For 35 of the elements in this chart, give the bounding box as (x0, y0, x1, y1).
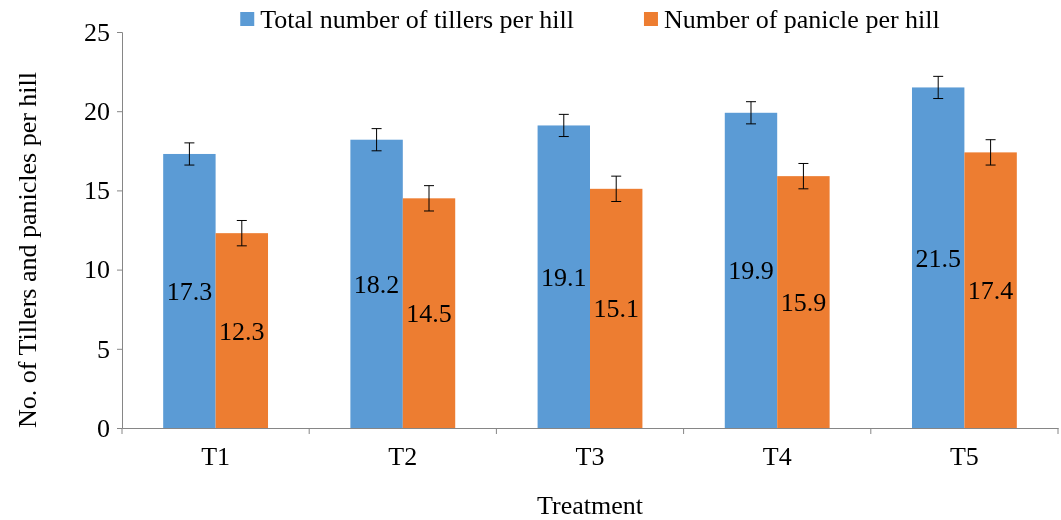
y-tick-label: 15 (84, 176, 110, 206)
legend-label: Number of panicle per hill (663, 5, 940, 34)
y-axis-title: No. of Tillers and panicles per hill (13, 71, 42, 429)
bar (402, 198, 456, 428)
x-tick-label: T1 (201, 441, 231, 471)
bar (350, 139, 403, 428)
bar (724, 112, 778, 428)
x-tick-label: T2 (388, 441, 418, 471)
bar (163, 153, 216, 428)
x-tick-label: T3 (575, 441, 605, 471)
legend-label: Total number of tillers per hill (260, 5, 574, 34)
data-label: 15.9 (780, 288, 827, 318)
bar (215, 233, 269, 428)
x-tick-label: T4 (762, 441, 792, 471)
bar (911, 87, 965, 428)
y-tick-label: 20 (84, 97, 110, 127)
data-label: 19.9 (728, 256, 774, 286)
y-tick-label: 0 (97, 413, 110, 443)
data-label: 15.1 (593, 294, 639, 324)
bar (964, 152, 1017, 428)
data-label: 17.3 (166, 276, 213, 306)
data-label: 14.5 (406, 299, 452, 329)
bar (537, 125, 590, 428)
x-axis-title: Treatment (537, 491, 644, 520)
data-label: 12.3 (219, 316, 265, 346)
data-label: 21.5 (915, 243, 961, 273)
data-label: 18.2 (353, 269, 400, 299)
data-label: 19.1 (541, 262, 587, 292)
y-tick-label: 25 (84, 17, 110, 47)
x-tick-label: T5 (949, 441, 979, 471)
data-label: 17.4 (967, 276, 1014, 306)
y-tick-label: 5 (97, 334, 110, 364)
bar (590, 188, 643, 428)
y-tick-label: 10 (84, 255, 110, 285)
bar (777, 176, 830, 428)
